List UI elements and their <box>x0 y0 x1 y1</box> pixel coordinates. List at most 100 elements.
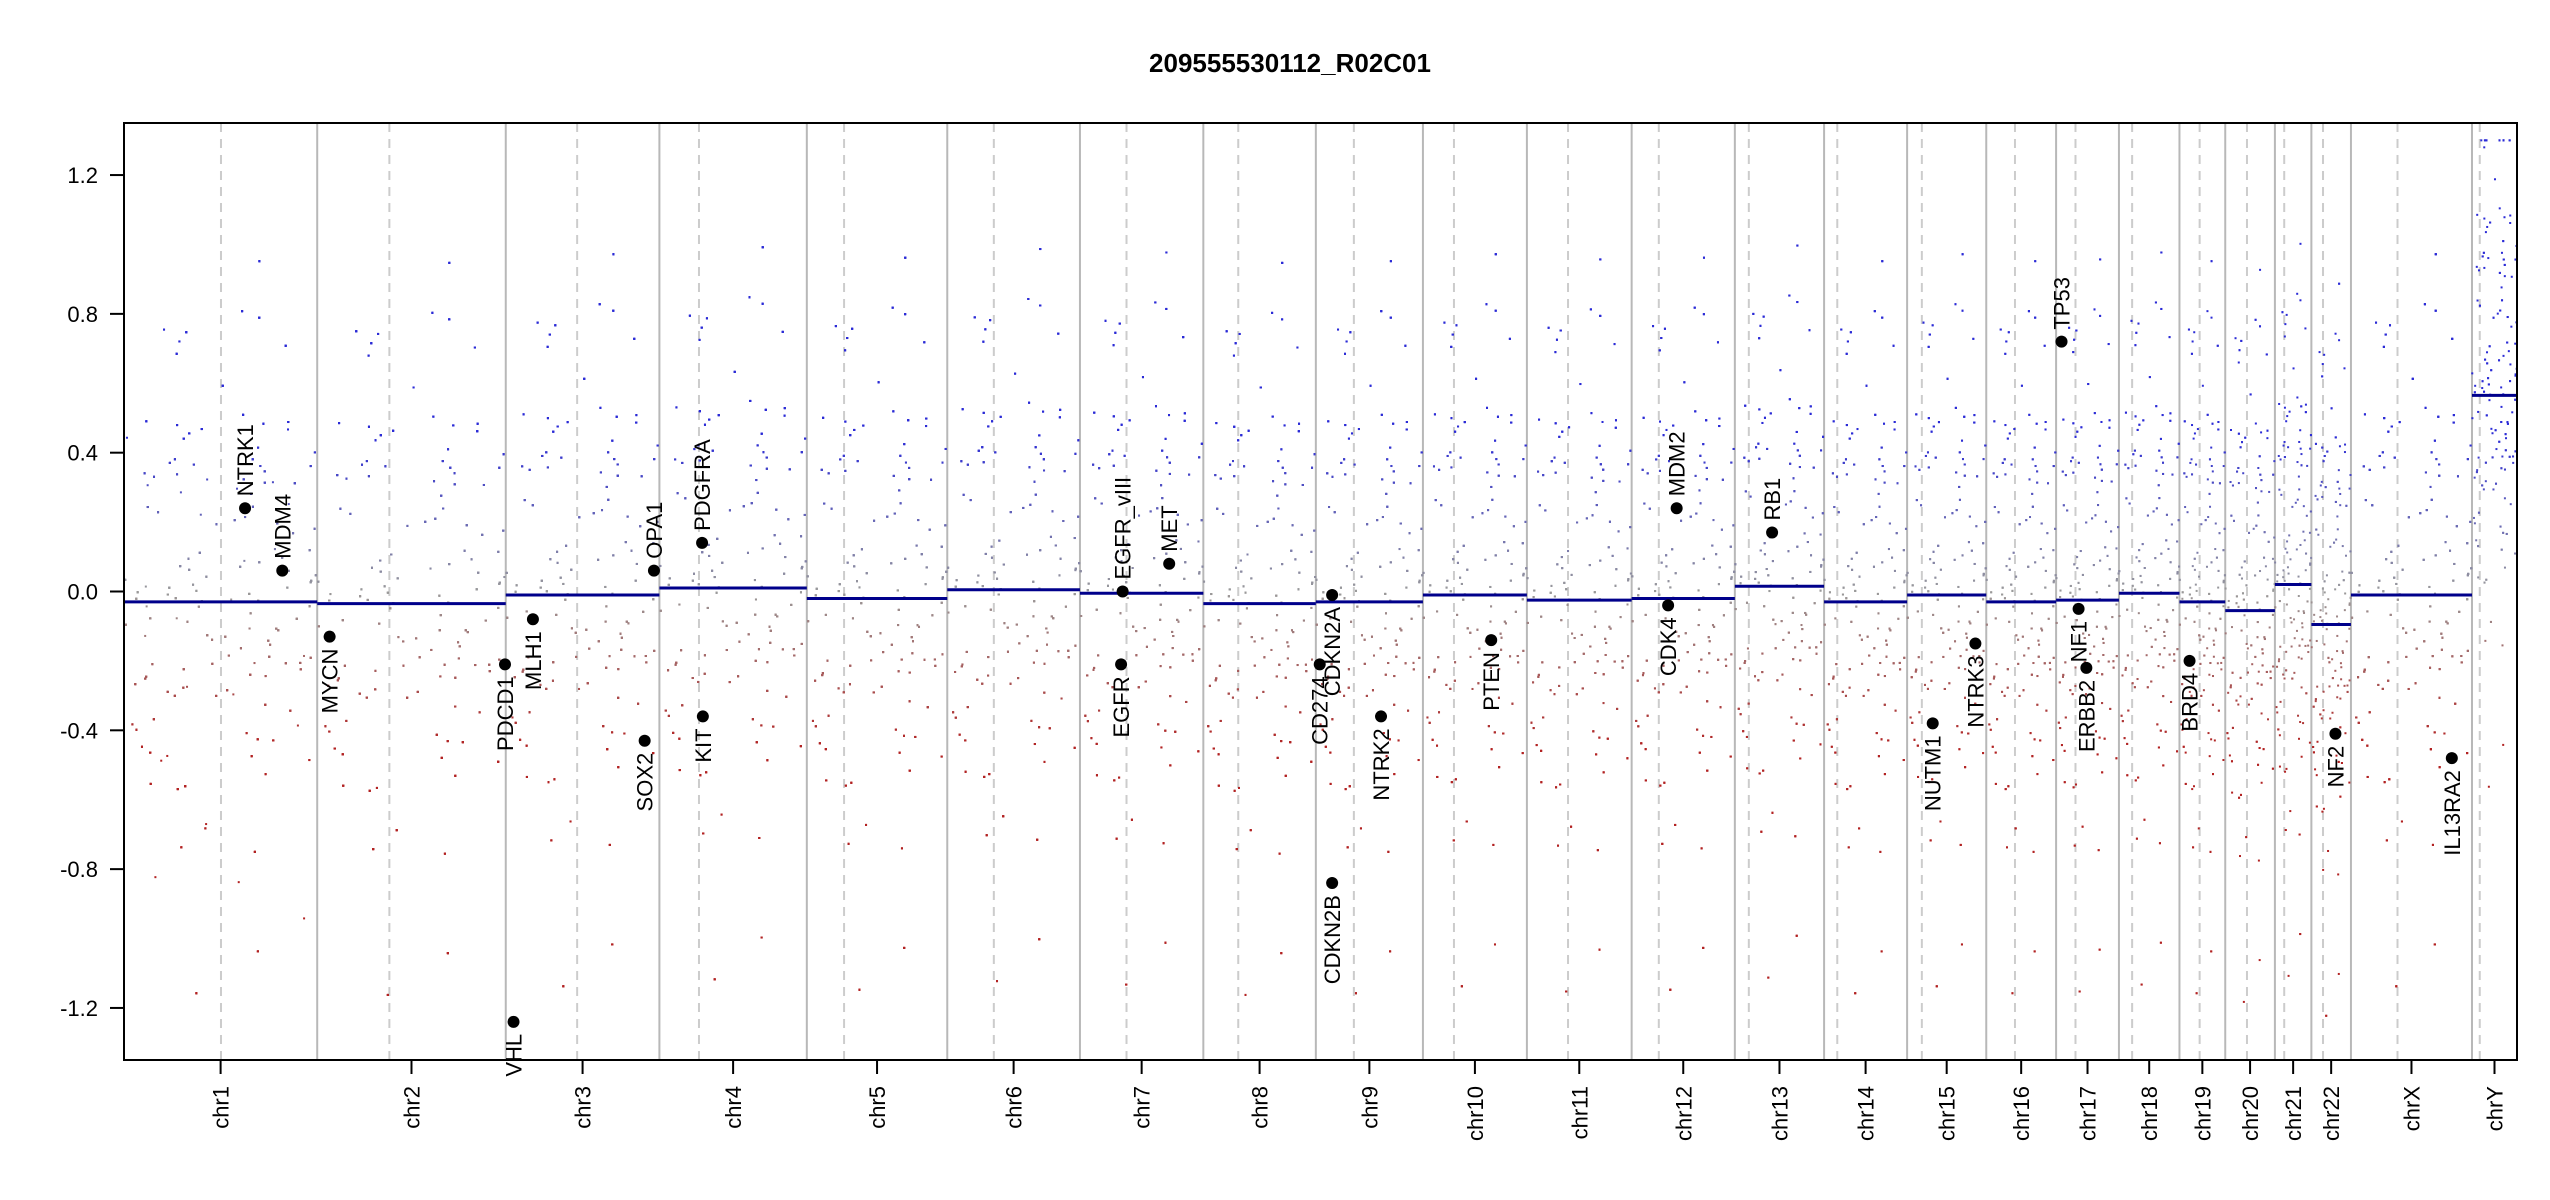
probe-point <box>1074 569 1077 572</box>
probe-point <box>329 593 332 596</box>
probe-point <box>918 625 921 628</box>
probe-point <box>652 598 655 601</box>
probe-point <box>642 610 645 613</box>
probe-point <box>370 342 373 345</box>
probe-point <box>915 544 918 547</box>
probe-point <box>822 416 825 419</box>
probe-point <box>800 451 803 454</box>
probe-point <box>944 447 947 450</box>
probe-point <box>698 459 701 462</box>
probe-point <box>675 661 678 664</box>
probe-point <box>199 513 202 516</box>
probe-point <box>827 472 830 475</box>
probe-point <box>308 549 311 552</box>
probe-point <box>983 775 986 778</box>
probe-point <box>284 662 287 665</box>
probe-point <box>626 515 629 518</box>
probe-point <box>1111 449 1114 452</box>
probe-point <box>1217 753 1220 756</box>
probe-point <box>1174 730 1177 733</box>
probe-point <box>697 583 700 586</box>
probe-point <box>807 620 810 623</box>
probe-point <box>1232 460 1235 463</box>
probe-point <box>242 413 245 416</box>
probe-point <box>374 669 377 672</box>
probe-point <box>1311 658 1314 661</box>
probe-point <box>1098 467 1101 470</box>
probe-point <box>860 602 863 605</box>
probe-point <box>981 682 984 685</box>
probe-point <box>474 664 477 667</box>
probe-point <box>676 492 679 495</box>
probe-point <box>379 570 382 573</box>
probe-point <box>1022 506 1025 509</box>
probe-point <box>233 519 236 522</box>
probe-point <box>1026 635 1029 638</box>
probe-point <box>449 466 452 469</box>
probe-point <box>286 586 289 589</box>
probe-point <box>717 414 720 417</box>
probe-point <box>442 507 445 510</box>
probe-point <box>890 643 893 646</box>
probe-point <box>287 569 290 572</box>
probe-point <box>872 691 875 694</box>
probe-point <box>540 579 543 582</box>
probe-point <box>800 535 803 538</box>
probe-point <box>923 341 926 344</box>
probe-point <box>705 771 708 774</box>
probe-point <box>1097 654 1100 657</box>
probe-point <box>692 572 695 575</box>
probe-point <box>562 582 565 585</box>
probe-point <box>904 256 907 259</box>
probe-point <box>617 668 620 671</box>
probe-point <box>698 338 701 341</box>
probe-point <box>1197 596 1200 599</box>
probe-point <box>367 475 370 478</box>
probe-point <box>598 303 601 306</box>
probe-point <box>1123 574 1126 577</box>
probe-point <box>1270 648 1273 651</box>
probe-point <box>1006 650 1009 653</box>
probe-point <box>515 584 518 587</box>
probe-point <box>1227 595 1230 598</box>
probe-point <box>416 690 419 693</box>
probe-point <box>783 407 786 410</box>
probe-point <box>1289 741 1292 744</box>
probe-point <box>900 847 903 850</box>
probe-point <box>553 778 556 781</box>
probe-point <box>623 732 626 735</box>
probe-point <box>488 663 491 666</box>
probe-point <box>249 673 252 676</box>
probe-point <box>803 513 806 516</box>
probe-point <box>994 451 997 454</box>
probe-point <box>299 668 302 671</box>
probe-point <box>211 662 214 665</box>
probe-point <box>1284 705 1287 708</box>
probe-point <box>1198 571 1201 574</box>
probe-point <box>1310 606 1313 609</box>
probe-point <box>168 586 171 589</box>
probe-point <box>1276 494 1279 497</box>
probe-point <box>602 725 605 728</box>
probe-point <box>166 754 169 757</box>
probe-point <box>1131 566 1134 569</box>
probe-point <box>1177 620 1180 623</box>
probe-point <box>1275 629 1278 632</box>
probe-point <box>367 354 370 357</box>
probe-point <box>982 340 985 343</box>
probe-point <box>503 576 506 579</box>
probe-point <box>276 522 279 525</box>
probe-point <box>1311 466 1314 469</box>
probe-point <box>941 461 944 464</box>
probe-point <box>264 703 267 706</box>
probe-point <box>668 577 671 580</box>
probe-point <box>633 655 636 658</box>
probe-point <box>787 518 790 521</box>
probe-point <box>800 642 803 645</box>
probe-point <box>911 652 914 655</box>
probe-point <box>981 585 984 588</box>
probe-point <box>1201 565 1204 568</box>
probe-point <box>1079 570 1082 573</box>
probe-point <box>198 551 201 554</box>
probe-point <box>453 483 456 486</box>
